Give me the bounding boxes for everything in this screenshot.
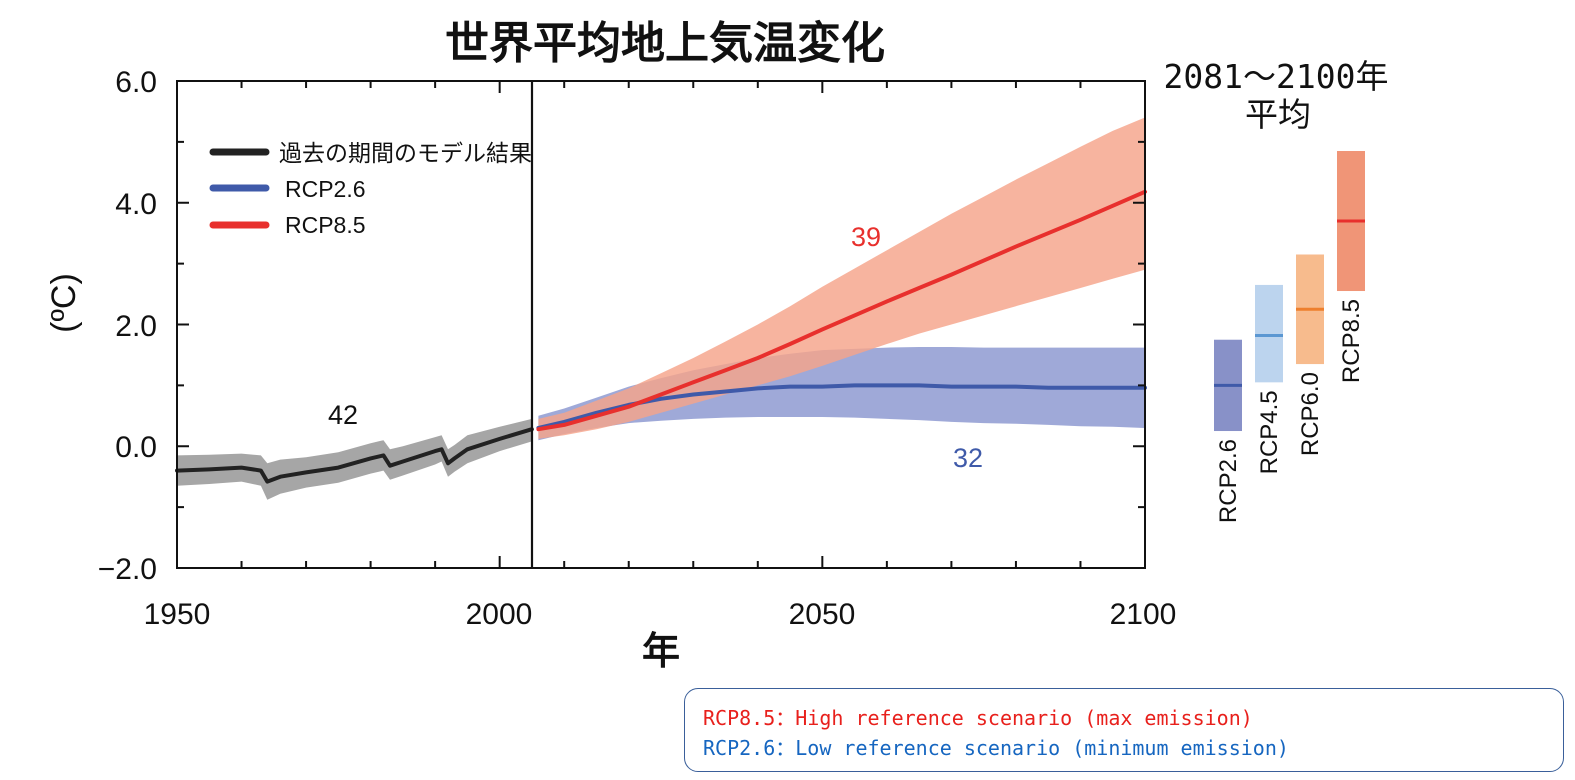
history-model-count: 42	[328, 400, 358, 430]
scenario-note-box: RCP8.5：High reference scenario (max emis…	[684, 688, 1564, 772]
rcp85-model-count: 39	[851, 222, 881, 252]
rcp45-average-label: RCP4.5	[1256, 390, 1283, 474]
note-rcp85: RCP8.5：High reference scenario (max emis…	[703, 706, 1253, 730]
chart-title: 世界平均地上気温変化	[445, 18, 885, 69]
history-range-band	[177, 418, 532, 500]
rcp26-model-count: 32	[953, 443, 983, 473]
rcp85-range-band	[538, 117, 1145, 439]
period-average-title: 2081～2100年	[1164, 57, 1389, 96]
series-lines	[175, 189, 1147, 484]
rcp26-range-band	[538, 347, 1145, 441]
x-axis-label: 年	[642, 629, 680, 673]
legend: 過去の期間のモデル結果 RCP2.6 RCP8.5	[209, 140, 532, 238]
y-tick-label-4: 4.0	[115, 188, 157, 221]
axis-ticks	[176, 80, 1146, 569]
y-tick-label-6: 6.0	[115, 66, 157, 99]
y-tick-label-2: 2.0	[115, 310, 157, 343]
chart: 世界平均地上気温変化 6.0 4.0 2.0 0.0 −2.0 1950 200…	[45, 18, 1389, 673]
y-tick-label-minus2: −2.0	[98, 553, 157, 586]
legend-label-rcp85: RCP8.5	[285, 212, 366, 238]
period-average-subtitle: 平均	[1245, 95, 1311, 134]
rcp60-average-label: RCP6.0	[1297, 372, 1324, 456]
uncertainty-bands	[177, 117, 1145, 500]
rcp85-average-label: RCP8.5	[1338, 299, 1365, 383]
history-mean-line	[175, 427, 534, 484]
x-tick-label-2000: 2000	[466, 598, 533, 631]
rcp26-average-label: RCP2.6	[1215, 439, 1242, 523]
legend-label-history: 過去の期間のモデル結果	[279, 140, 532, 166]
rcp45-average-range-bar	[1255, 284, 1283, 383]
y-axis-label: (ºC)	[45, 273, 83, 333]
rcp85-mean-line	[536, 189, 1147, 432]
x-tick-label-1950: 1950	[144, 598, 211, 631]
x-tick-label-2100: 2100	[1110, 598, 1177, 631]
note-rcp26: RCP2.6：Low reference scenario (minimum e…	[703, 736, 1289, 760]
legend-label-rcp26: RCP2.6	[285, 176, 366, 202]
y-tick-label-0: 0.0	[115, 431, 157, 464]
period-average-bars: RCP2.6 RCP4.5 RCP6.0 RCP8.5	[1214, 151, 1365, 523]
x-tick-label-2050: 2050	[789, 598, 856, 631]
